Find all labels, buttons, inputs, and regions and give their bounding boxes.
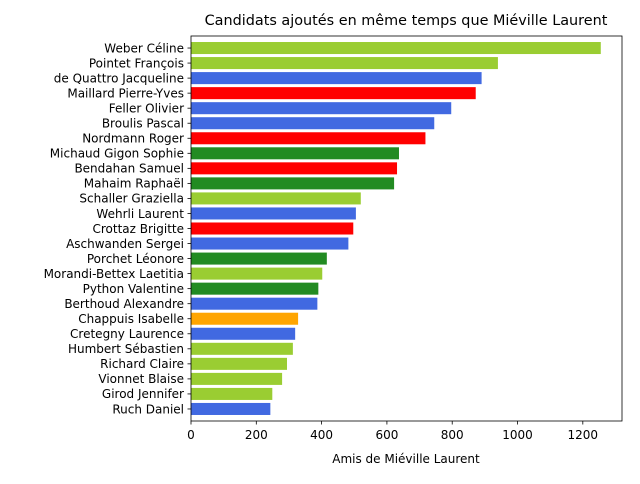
y-tick-label-18: Chappuis Isabelle	[78, 312, 184, 326]
x-tick-label-4: 800	[441, 428, 464, 442]
bar-20	[191, 342, 293, 355]
bar-15	[191, 267, 323, 280]
bar-8	[191, 162, 398, 175]
x-tick-label-5: 1000	[502, 428, 533, 442]
bars-layer	[191, 42, 601, 415]
bar-16	[191, 282, 319, 295]
y-tick-label-3: Maillard Pierre-Yves	[67, 86, 184, 100]
bar-4	[191, 102, 452, 115]
y-tick-label-4: Feller Olivier	[109, 101, 184, 115]
y-tick-label-12: Crottaz Brigitte	[92, 222, 184, 236]
axes-frame	[190, 35, 623, 422]
bar-7	[191, 147, 399, 160]
bar-12	[191, 222, 354, 235]
bar-19	[191, 327, 296, 340]
bar-9	[191, 177, 395, 190]
y-tick-label-7: Michaud Gigon Sophie	[50, 147, 184, 161]
y-tick-label-14: Porchet Léonore	[87, 252, 184, 266]
bar-10	[191, 192, 361, 205]
x-tick-label-2: 400	[310, 428, 333, 442]
x-tick-label-3: 600	[375, 428, 398, 442]
bar-6	[191, 132, 426, 145]
y-tick-label-24: Ruch Daniel	[112, 402, 184, 416]
bar-11	[191, 207, 356, 220]
x-axis-label: Amis de Miéville Laurent	[332, 452, 480, 466]
y-tick-label-16: Python Valentine	[83, 282, 184, 296]
y-tick-label-0: Weber Céline	[104, 41, 184, 55]
bar-1	[191, 57, 498, 70]
y-tick-label-11: Wehrli Laurent	[96, 207, 184, 221]
bar-0	[191, 42, 601, 55]
x-ticks: 0 200 400 600 800 1000 1200	[187, 421, 598, 442]
bar-18	[191, 312, 299, 325]
bar-5	[191, 117, 435, 130]
plot-frame	[190, 35, 623, 422]
y-tick-label-8: Bendahan Samuel	[74, 162, 184, 176]
y-tick-label-6: Nordmann Roger	[82, 132, 184, 146]
bar-14	[191, 252, 327, 265]
bar-3	[191, 87, 476, 100]
bar-24	[191, 402, 271, 415]
bar-2	[191, 72, 482, 85]
bar-22	[191, 372, 283, 385]
bar-17	[191, 297, 318, 310]
y-tick-label-19: Cretegny Laurence	[70, 327, 184, 341]
y-tick-label-15: Morandi-Bettex Laetitia	[44, 267, 184, 281]
y-tick-label-13: Aschwanden Sergei	[66, 237, 184, 251]
y-tick-label-23: Girod Jennifer	[102, 387, 184, 401]
bar-21	[191, 357, 287, 370]
x-tick-label-6: 1200	[568, 428, 599, 442]
y-tick-label-22: Vionnet Blaise	[98, 372, 184, 386]
y-tick-label-17: Berthoud Alexandre	[64, 297, 184, 311]
y-tick-label-5: Broulis Pascal	[102, 117, 184, 131]
bar-13	[191, 237, 349, 250]
y-tick-label-1: Pointet François	[89, 56, 184, 70]
y-tick-label-21: Richard Claire	[100, 357, 184, 371]
x-tick-label-0: 0	[187, 428, 195, 442]
y-tick-label-10: Schaller Graziella	[79, 192, 184, 206]
bar-23	[191, 387, 273, 400]
y-tick-label-9: Mahaim Raphaël	[84, 177, 184, 191]
y-tick-label-20: Humbert Sébastien	[68, 342, 184, 356]
chart-title: Candidats ajoutés en même temps que Miév…	[205, 13, 608, 29]
x-tick-label-1: 200	[245, 428, 268, 442]
y-tick-label-2: de Quattro Jacqueline	[54, 71, 184, 85]
